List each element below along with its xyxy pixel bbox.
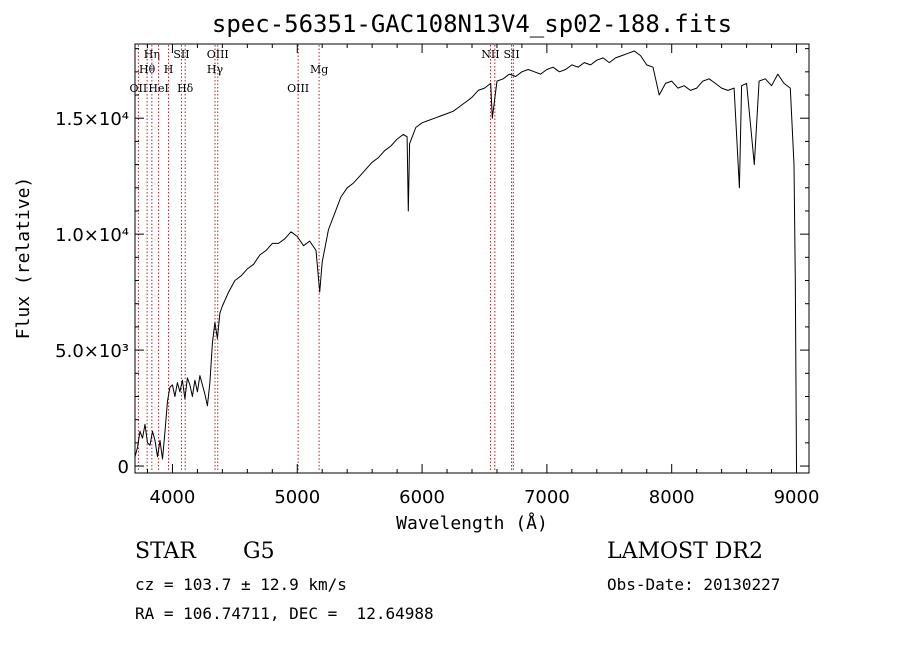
object-class: STAR — [135, 539, 196, 564]
line-marker-label: Hη — [144, 48, 160, 61]
spectrum-line — [134, 50, 797, 467]
line-marker-label: Hθ — [139, 63, 156, 76]
x-tick-label: 8000 — [649, 487, 695, 508]
object-subclass: G5 — [243, 539, 275, 564]
x-tick-label: 9000 — [774, 487, 820, 508]
line-marker-label: SII — [503, 48, 519, 61]
plot-frame — [134, 43, 810, 474]
line-marker-label: OII — [130, 82, 148, 95]
x-tick-label: 4000 — [150, 487, 196, 508]
y-tick-label: 1.0×10⁴ — [55, 225, 129, 246]
redshift-text: cz = 103.7 ± 12.9 km/s — [135, 575, 347, 594]
line-marker-label: Hγ — [207, 63, 224, 76]
line-marker-label: Mg — [310, 63, 328, 76]
x-axis-label: Wavelength (Å) — [396, 512, 548, 534]
axis-ticks: 4000 5000 6000 7000 8000 9000 0 5.0×10³ 1.0×10⁴ 1… — [55, 44, 819, 508]
line-marker-label: SII — [173, 48, 189, 61]
line-marker-label: Hδ — [177, 82, 194, 95]
observation-date: Obs-Date: 20130227 — [607, 575, 781, 594]
line-marker-label: NII — [481, 48, 499, 61]
y-tick-label: 1.5×10⁴ — [55, 109, 129, 130]
coordinates-text: RA = 106.74711, DEC = 12.64988 — [135, 604, 434, 623]
x-tick-label: 6000 — [399, 487, 445, 508]
y-tick-label: 5.0×10³ — [55, 341, 129, 362]
line-marker-label: H — [164, 63, 174, 76]
x-tick-label: 7000 — [524, 487, 570, 508]
survey-name: LAMOST DR2 — [607, 539, 763, 564]
y-tick-label: 0 — [118, 457, 129, 478]
y-axis-label: Flux (relative) — [13, 177, 34, 340]
line-marker-label: OIII — [287, 82, 309, 95]
line-marker-label: HeI — [148, 82, 168, 95]
series-layer — [134, 50, 797, 467]
x-tick-label: 5000 — [274, 487, 320, 508]
chart-title: spec-56351-GAC108N13V4_sp02-188.fits — [212, 10, 732, 38]
line-marker-label: OIII — [207, 48, 229, 61]
